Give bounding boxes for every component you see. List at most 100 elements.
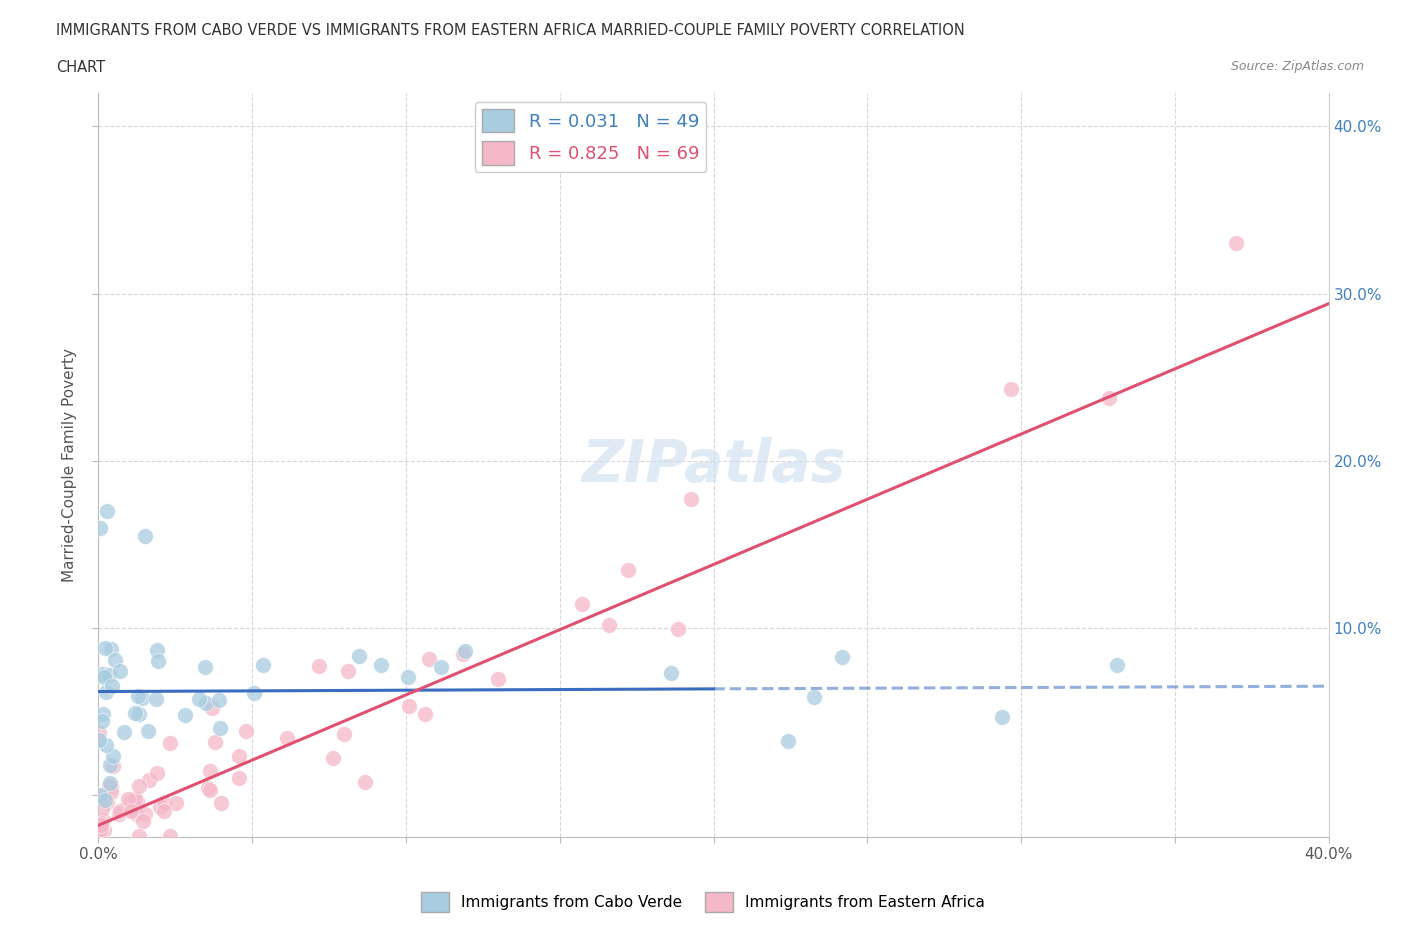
Point [1107,658,1129,672]
Point [91,857,114,872]
Point [128,779,150,794]
Text: IMMIGRANTS FROM CABO VERDE VS IMMIGRANTS FROM EASTERN AFRICA MARRIED-COUPLE FAMI: IMMIGRANTS FROM CABO VERDE VS IMMIGRANTS… [56,23,965,38]
Point [197,780,219,795]
Point [127,689,149,704]
Point [146,765,169,780]
Point [110,804,132,818]
Point [138,773,160,788]
Point [276,731,298,746]
Point [131,690,153,705]
Point [198,783,221,798]
Point [616,563,638,578]
Point [194,696,217,711]
Point [108,806,131,821]
Point [187,691,209,706]
Point [252,658,274,672]
Text: Source: ZipAtlas.com: Source: ZipAtlas.com [1230,60,1364,73]
Point [94,641,117,656]
Point [831,650,853,665]
Point [87,725,110,740]
Point [156,845,179,860]
Point [94,792,117,807]
Legend: Immigrants from Cabo Verde, Immigrants from Eastern Africa: Immigrants from Cabo Verde, Immigrants f… [415,886,991,918]
Point [128,829,150,844]
Point [89,854,111,869]
Point [127,793,149,808]
Point [100,642,122,657]
Point [90,821,112,836]
Point [103,749,125,764]
Point [94,737,117,752]
Point [370,658,392,672]
Point [96,794,118,809]
Point [100,758,122,773]
Point [598,618,620,632]
Point [430,659,453,674]
Point [208,693,231,708]
Point [659,666,682,681]
Point [174,708,197,723]
Point [134,806,156,821]
Y-axis label: Married-Couple Family Poverty: Married-Couple Family Poverty [62,348,77,582]
Point [93,669,115,684]
Point [803,690,825,705]
Point [1225,236,1247,251]
Point [120,804,142,818]
Point [413,707,436,722]
Point [89,732,111,747]
Point [96,503,118,518]
Point [94,685,117,700]
Point [108,663,131,678]
Point [90,714,112,729]
Point [117,791,139,806]
Point [101,678,124,693]
Point [159,829,181,844]
Point [681,491,703,506]
Point [100,866,122,881]
Point [91,801,114,816]
Point [418,651,440,666]
Point [336,663,359,678]
Point [146,653,169,668]
Point [134,528,156,543]
Point [1098,391,1121,405]
Text: ZIPatlas: ZIPatlas [581,436,846,494]
Point [89,842,111,857]
Legend: R = 0.031   N = 49, R = 0.825   N = 69: R = 0.031 N = 49, R = 0.825 N = 69 [475,102,706,172]
Point [198,764,221,778]
Point [97,668,120,683]
Point [165,795,187,810]
Point [145,643,167,658]
Point [322,751,344,765]
Point [396,670,419,684]
Point [354,775,377,790]
Point [486,671,509,686]
Point [100,785,122,800]
Point [194,660,217,675]
Point [90,817,112,832]
Point [454,644,477,658]
Point [128,707,150,722]
Point [235,724,257,738]
Point [98,779,121,794]
Point [204,735,226,750]
Point [89,788,111,803]
Point [101,759,124,774]
Text: CHART: CHART [56,60,105,75]
Point [666,621,689,636]
Point [124,705,146,720]
Point [100,779,122,794]
Point [308,658,330,673]
Point [104,653,127,668]
Point [209,721,232,736]
Point [451,646,474,661]
Point [124,806,146,821]
Point [91,813,114,828]
Point [333,726,356,741]
Point [200,700,222,715]
Point [131,813,153,828]
Point [89,520,111,535]
Point [91,707,114,722]
Point [93,823,115,838]
Point [571,596,593,611]
